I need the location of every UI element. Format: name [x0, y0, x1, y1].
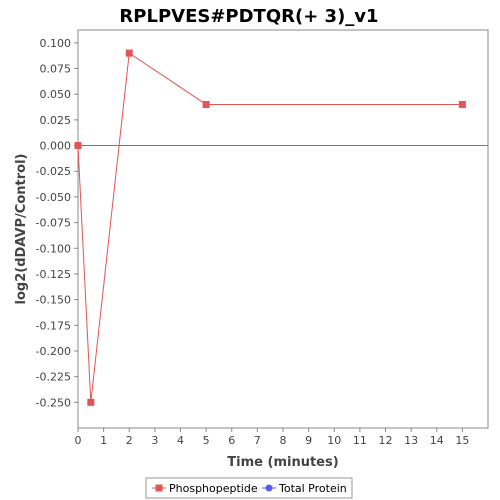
chart-title: RPLPVES#PDTQR(+ 3)_v1	[119, 6, 378, 27]
plot-area	[77, 29, 489, 429]
x-tick-label: 2	[126, 434, 133, 447]
x-tick-label: 5	[203, 434, 210, 447]
y-tick-label: -0.225	[36, 371, 71, 384]
data-point	[74, 142, 82, 150]
y-tick-label: -0.075	[36, 217, 71, 230]
data-point	[458, 100, 466, 108]
x-tick-label: 6	[228, 434, 235, 447]
y-tick-label: 0.100	[40, 37, 72, 50]
x-tick-label: 8	[280, 434, 287, 447]
data-point	[202, 100, 210, 108]
x-tick-label: 3	[151, 434, 158, 447]
x-tick-label: 7	[254, 434, 261, 447]
y-tick-label: 0.000	[40, 140, 72, 153]
y-tick-label: 0.050	[40, 88, 72, 101]
y-tick-label: -0.200	[36, 345, 71, 358]
legend-swatch-marker	[265, 484, 273, 492]
x-tick-label: 15	[455, 434, 469, 447]
y-axis: 0.100 0.075 0.050 0.025 0.000 -0.025 -0.050 -0.…	[36, 37, 78, 409]
y-axis-label: log2(dDAVP/Control)	[14, 154, 29, 305]
legend: Phosphopeptide Total Protein	[145, 477, 353, 499]
y-tick-label: 0.025	[40, 114, 72, 127]
x-tick-label: 4	[177, 434, 184, 447]
legend-label: Phosphopeptide	[169, 482, 258, 495]
series-layer	[74, 49, 466, 406]
legend-label: Total Protein	[278, 482, 347, 495]
x-axis: 0 1 2 3 4 5 6 7 8 9 10 11 12 13 14 15	[75, 428, 469, 447]
x-axis-label: Time (minutes)	[227, 455, 338, 470]
data-point	[125, 49, 133, 57]
y-tick-label: 0.075	[40, 63, 72, 76]
x-tick-label: 10	[327, 434, 341, 447]
y-tick-label: -0.025	[36, 165, 71, 178]
x-tick-label: 0	[75, 434, 82, 447]
x-tick-label: 9	[305, 434, 312, 447]
y-tick-label: -0.175	[36, 319, 71, 332]
data-point	[87, 398, 95, 406]
y-tick-label: -0.100	[36, 242, 71, 255]
y-tick-label: -0.050	[36, 191, 71, 204]
x-tick-label: 14	[430, 434, 444, 447]
legend-swatch-marker	[155, 484, 163, 492]
x-tick-label: 1	[100, 434, 107, 447]
y-tick-label: -0.150	[36, 294, 71, 307]
y-tick-label: -0.125	[36, 268, 71, 281]
x-tick-label: 13	[404, 434, 418, 447]
x-tick-label: 11	[353, 434, 367, 447]
x-tick-label: 12	[379, 434, 393, 447]
legend-box	[145, 477, 353, 499]
y-tick-label: -0.250	[36, 396, 71, 409]
